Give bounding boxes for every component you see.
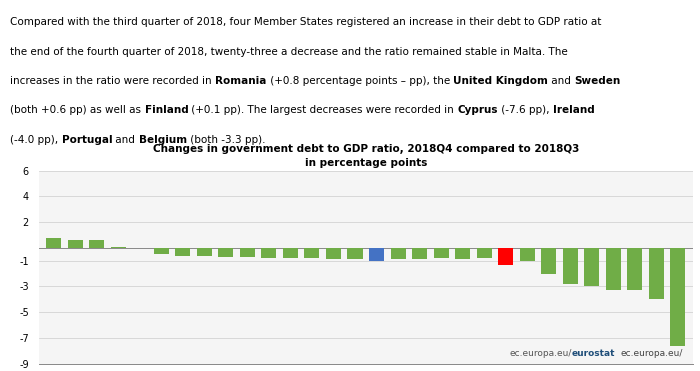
Bar xyxy=(347,248,363,259)
Bar xyxy=(240,248,255,257)
Text: Cyprus: Cyprus xyxy=(458,105,498,115)
Text: eurostat: eurostat xyxy=(572,349,615,358)
Bar xyxy=(584,248,599,286)
Text: Finland: Finland xyxy=(145,105,188,115)
Bar xyxy=(283,248,298,258)
Bar xyxy=(671,248,685,345)
Text: (both -3.3 pp).: (both -3.3 pp). xyxy=(187,135,265,145)
Bar xyxy=(649,248,664,299)
Text: (+0.8 percentage points – pp), the: (+0.8 percentage points – pp), the xyxy=(267,76,454,86)
Title: Changes in government debt to GDP ratio, 2018Q4 compared to 2018Q3
in percentage: Changes in government debt to GDP ratio,… xyxy=(153,144,579,168)
Bar xyxy=(46,237,61,248)
Text: Romania: Romania xyxy=(216,76,267,86)
Text: ec.europa.eu/: ec.europa.eu/ xyxy=(510,349,572,358)
Text: Belgium: Belgium xyxy=(139,135,187,145)
Bar xyxy=(627,248,643,290)
Bar xyxy=(111,247,126,248)
Text: (-4.0 pp),: (-4.0 pp), xyxy=(10,135,62,145)
Bar xyxy=(304,248,319,258)
Text: (-7.6 pp),: (-7.6 pp), xyxy=(498,105,553,115)
Bar xyxy=(197,248,212,256)
Bar xyxy=(89,240,104,248)
Bar xyxy=(606,248,621,290)
Bar xyxy=(455,248,470,259)
Bar xyxy=(563,248,578,284)
Text: the end of the fourth quarter of 2018, twenty-three a decrease and the ratio rem: the end of the fourth quarter of 2018, t… xyxy=(10,46,568,56)
Text: (+0.1 pp). The largest decreases were recorded in: (+0.1 pp). The largest decreases were re… xyxy=(188,105,458,115)
Bar xyxy=(218,248,233,257)
Text: ec.europa.eu/: ec.europa.eu/ xyxy=(621,349,683,358)
Bar xyxy=(369,248,384,261)
Bar xyxy=(412,248,427,259)
Bar xyxy=(541,248,556,273)
Bar xyxy=(391,248,405,259)
Text: and: and xyxy=(113,135,139,145)
Text: Compared with the third quarter of 2018, four Member States registered an increa: Compared with the third quarter of 2018,… xyxy=(10,17,602,27)
Text: Portugal: Portugal xyxy=(62,135,113,145)
Text: increases in the ratio were recorded in: increases in the ratio were recorded in xyxy=(10,76,216,86)
Text: Ireland: Ireland xyxy=(553,105,594,115)
Bar xyxy=(175,248,190,256)
Text: United Kingdom: United Kingdom xyxy=(454,76,548,86)
Bar xyxy=(498,248,513,265)
Bar xyxy=(261,248,277,258)
Text: Sweden: Sweden xyxy=(574,76,620,86)
Bar xyxy=(68,240,83,248)
Bar xyxy=(477,248,491,258)
Bar xyxy=(519,248,535,261)
Text: and: and xyxy=(548,76,574,86)
Bar xyxy=(154,248,169,254)
Bar xyxy=(326,248,341,259)
Bar xyxy=(433,248,449,258)
Text: (both +0.6 pp) as well as: (both +0.6 pp) as well as xyxy=(10,105,145,115)
